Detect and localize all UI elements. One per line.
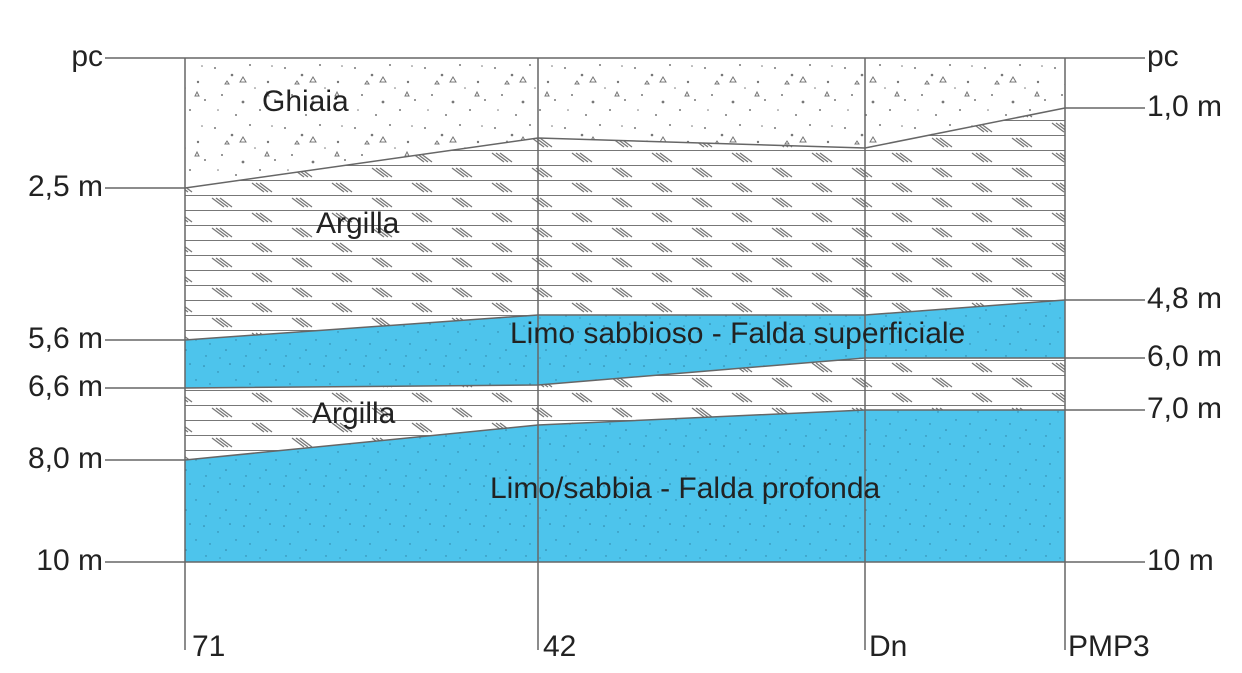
depth-label: 8,0 m — [28, 442, 103, 475]
borehole-label: Dn — [869, 630, 907, 663]
layer-clay — [185, 358, 1065, 460]
layer-label: Argilla — [312, 397, 396, 430]
layer-gravel — [185, 58, 1065, 188]
depth-label: 1,0 m — [1147, 90, 1222, 123]
layer-label: Limo/sabbia - Falda profonda — [490, 472, 881, 505]
depth-label: 5,6 m — [28, 322, 103, 355]
depth-label: 6,6 m — [28, 370, 103, 403]
layer-silt-shallow — [185, 300, 1065, 388]
borehole-label: PMP3 — [1068, 630, 1150, 663]
depth-label: 6,0 m — [1147, 340, 1222, 373]
depth-label: 10 m — [36, 544, 103, 577]
depth-label: 4,8 m — [1147, 282, 1222, 315]
borehole-label: 71 — [192, 630, 225, 663]
depth-label: 2,5 m — [28, 170, 103, 203]
layer-clay — [185, 108, 1065, 340]
depth-label: pc — [1147, 40, 1179, 73]
depth-label: 10 m — [1147, 544, 1214, 577]
layer-label: Limo sabbioso - Falda superficiale — [510, 317, 965, 350]
layer-silt-deep — [185, 410, 1065, 562]
borehole-label: 42 — [543, 630, 576, 663]
layer-label: Ghiaia — [262, 85, 349, 118]
depth-label: pc — [71, 40, 103, 73]
layer-label: Argilla — [316, 207, 400, 240]
depth-label: 7,0 m — [1147, 392, 1222, 425]
boundaries — [105, 57, 1145, 650]
